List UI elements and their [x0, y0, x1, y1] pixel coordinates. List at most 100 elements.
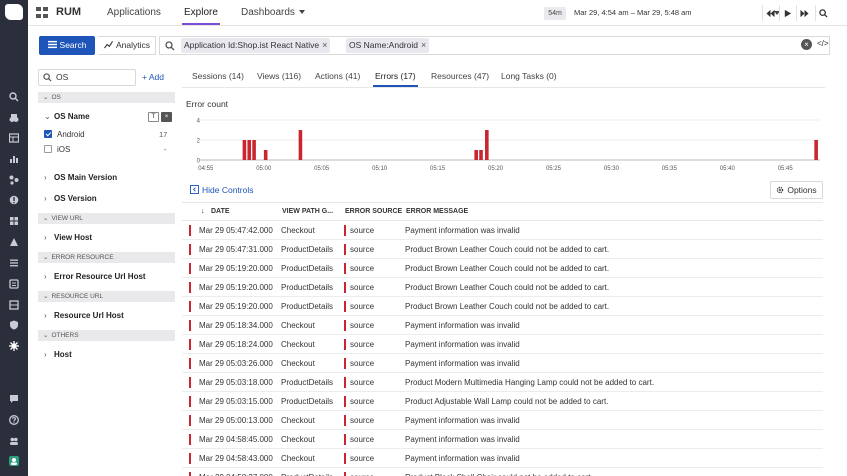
fast-forward-button[interactable]: [796, 5, 812, 21]
event-type-tabs: Sessions (14) Views (116) Actions (41) E…: [182, 68, 825, 88]
close-icon[interactable]: ×: [322, 40, 328, 50]
facet-view-host[interactable]: › View Host: [44, 233, 92, 242]
pin-facet-icon[interactable]: T: [148, 112, 159, 122]
error-status-bar: [189, 415, 191, 426]
logs-icon[interactable]: [8, 258, 20, 268]
team-icon[interactable]: [8, 436, 20, 446]
table-row[interactable]: Mar 29 04:58:27.000 ProductDetails source P…: [182, 468, 823, 476]
tab-actions[interactable]: Actions (41): [315, 71, 361, 81]
cell-date: Mar 29 05:18:24.000: [199, 340, 273, 349]
error-source-bar: [344, 282, 346, 293]
chat-icon[interactable]: [8, 394, 20, 404]
nav-explore[interactable]: Explore: [182, 7, 220, 25]
error-status-bar: [189, 434, 191, 445]
chart-icon[interactable]: [8, 154, 20, 164]
error-count-bar: [479, 150, 483, 160]
filter-chip-label: Application Id:Shop.ist React Native: [184, 40, 320, 50]
rewind-button[interactable]: [762, 5, 778, 21]
datadog-logo[interactable]: [5, 4, 23, 20]
section-view-url[interactable]: ⌄ VIEW URL: [38, 213, 175, 224]
add-facet-button[interactable]: + Add: [142, 72, 164, 82]
rum-icon[interactable]: [8, 341, 20, 351]
table-row[interactable]: Mar 29 05:19:20.000 ProductDetails source P…: [182, 297, 823, 316]
column-view-path-group[interactable]: VIEW PATH G...: [282, 208, 334, 215]
x-tick-label: 04:55: [198, 166, 214, 172]
apm-icon[interactable]: [8, 216, 20, 226]
options-button[interactable]: Options: [770, 181, 823, 199]
play-button[interactable]: [779, 5, 795, 21]
zoom-search-button[interactable]: [815, 5, 831, 21]
search-mode-button[interactable]: Search: [39, 36, 95, 55]
network-icon[interactable]: [8, 279, 20, 289]
table-row[interactable]: Mar 29 05:19:20.000 ProductDetails source P…: [182, 259, 823, 278]
user-icon[interactable]: [8, 456, 20, 466]
facet-option-ios[interactable]: iOS: [44, 145, 70, 154]
cell-error-source: source: [350, 454, 375, 463]
checkbox-checked[interactable]: [44, 130, 52, 138]
alert-icon[interactable]: [8, 195, 20, 205]
table-row[interactable]: Mar 29 05:18:34.000 Checkout source Payment…: [182, 316, 823, 335]
facet-search-input[interactable]: OS: [38, 69, 136, 86]
time-range-selector[interactable]: Mar 29, 4:54 am – Mar 29, 5:48 am: [570, 5, 784, 21]
cell-error-message: Product Brown Leather Couch could not be…: [405, 245, 610, 254]
dashboard-icon[interactable]: [8, 133, 20, 143]
table-row[interactable]: Mar 29 05:03:15.000 ProductDetails source P…: [182, 392, 823, 411]
tab-sessions[interactable]: Sessions (14): [192, 71, 244, 81]
column-date[interactable]: DATE: [211, 208, 230, 215]
analytics-mode-button[interactable]: Analytics: [98, 36, 156, 55]
facet-error-resource-url-host[interactable]: › Error Resource Url Host: [44, 272, 146, 281]
nav-dashboards[interactable]: Dashboards: [241, 7, 305, 18]
code-view-icon[interactable]: </>: [817, 39, 829, 48]
synthetics-icon[interactable]: [8, 300, 20, 310]
tab-long-tasks[interactable]: Long Tasks (0): [501, 71, 557, 81]
close-icon[interactable]: ×: [420, 40, 427, 50]
column-error-message[interactable]: ERROR MESSAGE: [406, 208, 469, 215]
facet-resource-url-host[interactable]: › Resource Url Host: [44, 311, 124, 320]
facet-option-label: Android: [57, 130, 85, 139]
table-row[interactable]: Mar 29 05:00:13.000 Checkout source Payment…: [182, 411, 823, 430]
filter-chip-application-id[interactable]: Application Id:Shop.ist React Native ×: [181, 38, 331, 53]
security-icon[interactable]: [8, 320, 20, 330]
tab-errors[interactable]: Errors (17): [373, 71, 418, 87]
remove-facet-icon[interactable]: ×: [161, 112, 172, 122]
sort-desc-icon[interactable]: ↓: [201, 208, 205, 215]
hide-controls-button[interactable]: Hide Controls: [190, 185, 254, 195]
help-icon[interactable]: [8, 415, 20, 425]
facet-os-version[interactable]: › OS Version: [44, 194, 97, 203]
error-source-bar: [344, 358, 346, 369]
section-others[interactable]: ⌄ OTHERS: [38, 330, 175, 341]
search-icon[interactable]: [8, 92, 20, 102]
facet-option-android[interactable]: Android: [44, 130, 85, 139]
table-row[interactable]: Mar 29 04:58:43.000 Checkout source Payment…: [182, 449, 823, 468]
facet-tools: T ×: [148, 112, 172, 122]
table-row[interactable]: Mar 29 05:47:31.000 ProductDetails source P…: [182, 240, 823, 259]
table-row[interactable]: Mar 29 05:18:24.000 Checkout source Payment…: [182, 335, 823, 354]
facet-host[interactable]: › Host: [44, 350, 72, 359]
tab-resources[interactable]: Resources (47): [431, 71, 490, 81]
infrastructure-icon[interactable]: [8, 175, 20, 185]
table-row[interactable]: Mar 29 05:03:18.000 ProductDetails source P…: [182, 373, 823, 392]
notebook-icon[interactable]: [8, 237, 20, 247]
table-row[interactable]: Mar 29 05:03:26.000 Checkout source Payment…: [182, 354, 823, 373]
column-error-source[interactable]: ERROR SOURCE: [345, 208, 403, 215]
facet-os-main-version[interactable]: › OS Main Version: [44, 173, 117, 182]
checkbox-unchecked[interactable]: [44, 145, 52, 153]
section-os[interactable]: ⌄ OS: [38, 92, 175, 103]
error-count-chart[interactable]: 4 2 004:55 05:00 05:05 05:10 05:15 05:20 05:25 05…: [182, 112, 822, 174]
table-row[interactable]: Mar 29 05:47:42.000 Checkout source Payment…: [182, 221, 823, 240]
table-row[interactable]: Mar 29 05:19:20.000 ProductDetails source P…: [182, 278, 823, 297]
section-error-resource[interactable]: ⌄ ERROR RESOURCE: [38, 252, 175, 263]
filter-chip-os-name[interactable]: OS Name:Android ×: [346, 38, 430, 53]
tab-views[interactable]: Views (116): [257, 71, 302, 81]
facet-os-name[interactable]: ⌄ OS Name: [44, 112, 90, 121]
cell-error-message: Payment information was invalid: [405, 321, 520, 330]
binoculars-icon[interactable]: [8, 113, 20, 123]
y-tick-label: 2: [197, 139, 201, 145]
error-status-bar: [189, 225, 191, 236]
chevron-down-icon: ⌄: [43, 94, 49, 101]
query-bar[interactable]: Application Id:Shop.ist React Native × OS…: [159, 36, 830, 55]
section-resource-url[interactable]: ⌄ RESOURCE URL: [38, 291, 175, 302]
clear-query-icon[interactable]: ×: [801, 39, 812, 50]
nav-applications[interactable]: Applications: [107, 7, 161, 18]
table-row[interactable]: Mar 29 04:58:45.000 Checkout source Payment…: [182, 430, 823, 449]
